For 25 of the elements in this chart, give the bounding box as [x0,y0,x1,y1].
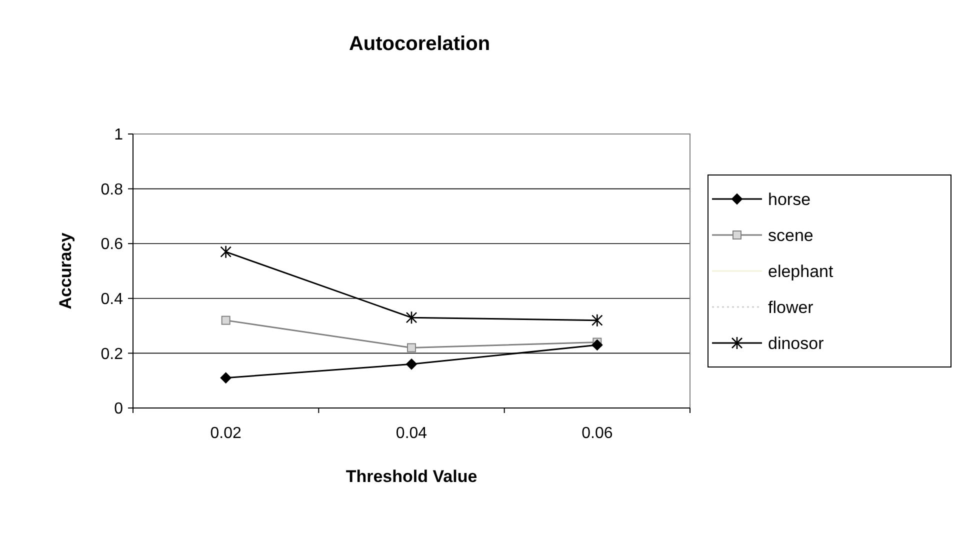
y-tick-label: 0.2 [100,346,124,363]
x-axis-title: Threshold Value [346,467,478,486]
legend-label: scene [768,226,814,245]
legend-label: flower [768,298,814,317]
chart-title: Autocorelation [348,33,490,55]
legend-label: horse [768,190,811,209]
point [592,314,603,327]
y-tick-label: 0.4 [100,291,124,308]
point [221,316,230,325]
legend-label: dinosor [768,334,824,353]
point [406,310,418,324]
point [220,372,232,384]
y-tick-label: 0.6 [100,236,124,254]
x-tick-label: 0.06 [582,425,613,442]
x-tick-label: 0.02 [210,425,242,442]
point [220,245,232,258]
point [592,339,603,350]
y-tick-label: 0 [114,400,124,418]
point [406,358,417,370]
y-axis-title: Accuracy [56,232,75,310]
y-tick-label: 1 [114,126,124,144]
x-tick-label: 0.04 [396,425,428,442]
point [407,343,416,352]
y-tick-label: 0.8 [100,181,124,198]
legend-label: elephant [768,262,834,281]
